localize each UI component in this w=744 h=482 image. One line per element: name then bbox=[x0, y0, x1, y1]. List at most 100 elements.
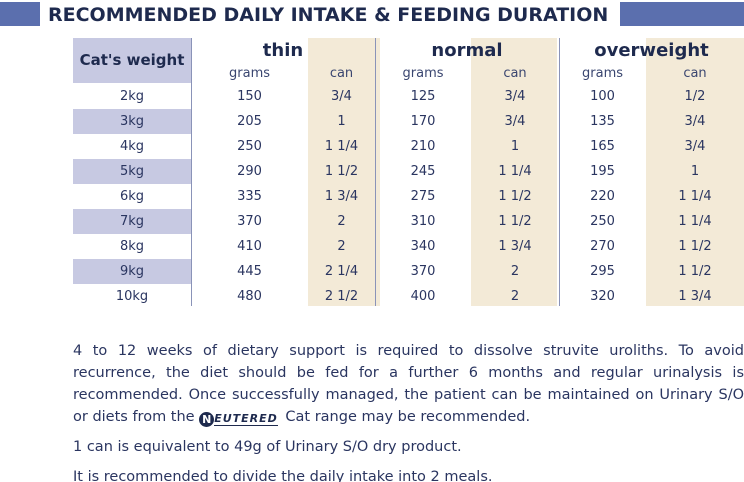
normal-can-cell: 1 1/2 bbox=[498, 214, 532, 229]
overweight-grams-cell: 250 bbox=[590, 214, 615, 229]
cat-weight-cell: 7kg bbox=[73, 209, 191, 234]
overweight-can-cell: 1 1/2 bbox=[678, 264, 712, 279]
group-header-thin: thin bbox=[262, 40, 304, 61]
thin-can-cell: 2 1/4 bbox=[324, 264, 359, 279]
overweight-can-cell: 1 1/2 bbox=[678, 239, 712, 254]
thin-can-cell: 2 bbox=[337, 239, 346, 254]
cat-weight-cell: 8kg bbox=[119, 239, 145, 254]
neutered-logo: N EUTERED bbox=[199, 408, 281, 427]
note-text: Cat range may be recommended. bbox=[285, 409, 531, 425]
thin-grams-cell: 410 bbox=[237, 239, 262, 254]
title-accent-left bbox=[0, 2, 40, 26]
normal-can-cell: 1 bbox=[510, 139, 520, 154]
intake-table: Cat's weight thin normal overweight gram… bbox=[73, 38, 744, 306]
normal-can-cell: 3/4 bbox=[504, 89, 526, 104]
note-paragraph-3: It is recommended to divide the daily in… bbox=[73, 469, 493, 482]
table-row: 7kg 370 2 310 1 1/2 250 1 1/4 bbox=[73, 209, 744, 234]
group-header-overweight: overweight bbox=[594, 40, 709, 61]
note-paragraph-1: 4 to 12 weeks of dietary support is requ… bbox=[73, 340, 744, 428]
normal-grams-cell: 310 bbox=[410, 214, 436, 229]
overweight-grams-cell: 270 bbox=[590, 239, 615, 254]
overweight-grams-cell: 100 bbox=[590, 89, 615, 104]
overweight-can-cell: 3/4 bbox=[684, 114, 706, 129]
cat-weight-cell: 9kg bbox=[73, 259, 191, 284]
overweight-grams-cell: 165 bbox=[590, 139, 615, 154]
subheader-can: can bbox=[329, 66, 354, 81]
neutered-logo-letter: N bbox=[199, 411, 215, 427]
subheader-can: can bbox=[503, 66, 527, 81]
normal-grams-cell: 210 bbox=[410, 139, 436, 154]
overweight-can-cell: 1/2 bbox=[684, 89, 706, 104]
normal-can-cell: 1 1/4 bbox=[498, 164, 532, 179]
subheader-can: can bbox=[683, 66, 707, 81]
normal-grams-cell: 370 bbox=[410, 264, 436, 279]
normal-grams-cell: 125 bbox=[410, 89, 436, 104]
overweight-can-cell: 1 bbox=[690, 164, 700, 179]
normal-can-column-bg bbox=[471, 38, 557, 306]
thin-can-cell: 2 bbox=[337, 214, 346, 229]
overweight-can-cell: 1 1/4 bbox=[678, 189, 712, 204]
overweight-can-cell: 1 3/4 bbox=[678, 289, 712, 304]
cat-weight-cell: 10kg bbox=[115, 289, 149, 304]
divider-thin bbox=[375, 38, 376, 306]
thin-can-cell: 3/4 bbox=[331, 89, 352, 104]
thin-can-column-bg bbox=[308, 38, 380, 306]
table-row: 9kg 445 2 1/4 370 2 295 1 1/2 bbox=[73, 259, 744, 284]
weight-header: Cat's weight bbox=[73, 38, 191, 83]
table-row: 2kg 150 3/4 125 3/4 100 1/2 bbox=[73, 84, 744, 109]
table-row: 8kg 410 2 340 1 3/4 270 1 1/2 bbox=[73, 234, 744, 259]
subheader-grams: grams bbox=[229, 66, 270, 81]
cat-weight-cell: 4kg bbox=[119, 139, 145, 154]
overweight-can-cell: 3/4 bbox=[684, 139, 706, 154]
thin-grams-cell: 370 bbox=[237, 214, 262, 229]
thin-grams-cell: 480 bbox=[237, 289, 262, 304]
normal-grams-cell: 400 bbox=[410, 289, 436, 304]
thin-can-cell: 1 3/4 bbox=[324, 189, 359, 204]
normal-can-cell: 3/4 bbox=[504, 114, 526, 129]
table-row: 3kg 205 1 170 3/4 135 3/4 bbox=[73, 109, 744, 134]
title-bar: RECOMMENDED DAILY INTAKE & FEEDING DURAT… bbox=[0, 0, 744, 30]
title-accent-right bbox=[620, 2, 744, 26]
normal-can-cell: 1 1/2 bbox=[498, 189, 532, 204]
group-header-normal: normal bbox=[431, 40, 503, 61]
overweight-can-cell: 1 1/4 bbox=[678, 214, 712, 229]
overweight-grams-cell: 320 bbox=[590, 289, 615, 304]
normal-can-cell: 2 bbox=[510, 264, 520, 279]
thin-grams-cell: 290 bbox=[237, 164, 262, 179]
divider-weight bbox=[191, 38, 192, 306]
divider-normal bbox=[559, 38, 560, 306]
overweight-grams-cell: 295 bbox=[590, 264, 615, 279]
note-paragraph-2: 1 can is equivalent to 49g of Urinary S/… bbox=[73, 439, 462, 455]
table-row: 6kg 335 1 3/4 275 1 1/2 220 1 1/4 bbox=[73, 184, 744, 209]
normal-grams-cell: 340 bbox=[410, 239, 436, 254]
thin-grams-cell: 250 bbox=[237, 139, 262, 154]
thin-grams-cell: 205 bbox=[237, 114, 262, 129]
thin-grams-cell: 445 bbox=[237, 264, 262, 279]
overweight-can-column-bg bbox=[646, 38, 744, 306]
neutered-logo-text: EUTERED bbox=[214, 412, 278, 426]
overweight-grams-cell: 220 bbox=[590, 189, 615, 204]
subheader-grams: grams bbox=[582, 66, 623, 81]
normal-can-cell: 2 bbox=[510, 289, 520, 304]
cat-weight-cell: 2kg bbox=[119, 89, 145, 104]
overweight-grams-cell: 195 bbox=[590, 164, 615, 179]
subheader-grams: grams bbox=[402, 66, 444, 81]
thin-can-cell: 1 1/2 bbox=[324, 164, 359, 179]
overweight-grams-cell: 135 bbox=[590, 114, 615, 129]
table-row: 4kg 250 1 1/4 210 1 165 3/4 bbox=[73, 134, 744, 159]
note-text: 4 to 12 weeks of dietary support is requ… bbox=[73, 343, 744, 425]
cat-weight-cell: 5kg bbox=[73, 159, 191, 184]
thin-grams-cell: 150 bbox=[237, 89, 262, 104]
table-row: 5kg 290 1 1/2 245 1 1/4 195 1 bbox=[73, 159, 744, 184]
notes: 4 to 12 weeks of dietary support is requ… bbox=[73, 340, 744, 482]
cat-weight-cell: 6kg bbox=[119, 189, 145, 204]
normal-grams-cell: 275 bbox=[410, 189, 436, 204]
normal-can-cell: 1 3/4 bbox=[498, 239, 532, 254]
thin-can-cell: 1 bbox=[337, 114, 346, 129]
normal-grams-cell: 170 bbox=[410, 114, 436, 129]
cat-weight-cell: 3kg bbox=[73, 109, 191, 134]
normal-grams-cell: 245 bbox=[410, 164, 436, 179]
table-row: 10kg 480 2 1/2 400 2 320 1 3/4 bbox=[73, 284, 744, 309]
thin-can-cell: 2 1/2 bbox=[324, 289, 359, 304]
page-title: RECOMMENDED DAILY INTAKE & FEEDING DURAT… bbox=[48, 4, 609, 26]
